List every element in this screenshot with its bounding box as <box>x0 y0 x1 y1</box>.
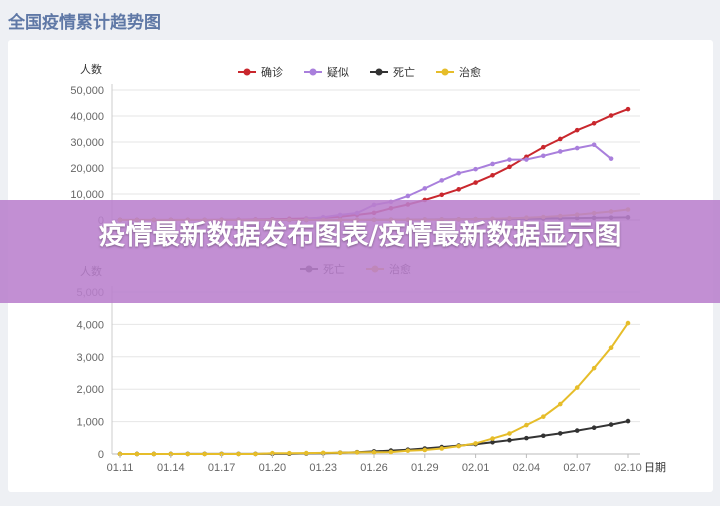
data-point <box>422 447 428 453</box>
y-tick-label: 4,000 <box>76 319 104 331</box>
legend-swatch-dot <box>309 68 317 76</box>
headline-banner <box>0 200 720 303</box>
x-tick-label: 02.04 <box>513 462 541 474</box>
data-point <box>456 443 461 449</box>
data-point <box>473 441 478 446</box>
data-point <box>557 136 563 142</box>
data-point <box>456 187 461 192</box>
y-tick-label: 10,000 <box>70 189 104 201</box>
data-point <box>236 451 241 457</box>
y-axis-label: 人数 <box>80 63 102 76</box>
data-point <box>151 451 157 457</box>
data-point <box>473 180 478 185</box>
y-tick-label: 50,000 <box>70 85 104 97</box>
y-tick-label: 20,000 <box>70 163 104 175</box>
x-tick-label: 01.26 <box>360 462 388 474</box>
data-point <box>388 449 394 455</box>
data-point <box>541 144 546 150</box>
data-point <box>490 440 495 445</box>
legend-label: 疑似 <box>327 66 349 79</box>
data-point <box>541 153 546 159</box>
legend-label: 确诊 <box>261 65 283 79</box>
y-tick-label: 2,000 <box>76 384 104 396</box>
x-tick-label: 02.10 <box>614 462 642 474</box>
data-point <box>490 436 495 441</box>
x-tick-label: 01.23 <box>309 462 337 474</box>
data-point <box>456 170 461 176</box>
legend-swatch-dot <box>243 68 251 76</box>
data-point <box>185 451 191 457</box>
data-point <box>574 145 580 151</box>
data-point <box>608 156 614 161</box>
legend-label: 治愈 <box>459 65 481 79</box>
x-tick-label: 02.07 <box>563 462 591 474</box>
data-point <box>490 172 495 178</box>
data-point <box>422 186 428 191</box>
data-point <box>557 401 563 407</box>
x-axis-label: 日期 <box>644 461 666 474</box>
data-point <box>574 127 580 133</box>
data-point <box>270 450 275 456</box>
data-point <box>574 385 580 390</box>
data-point <box>337 450 343 456</box>
x-tick-label: 01.14 <box>157 462 185 474</box>
data-point <box>591 365 597 371</box>
legend-label: 死亡 <box>393 65 415 79</box>
data-point <box>507 431 512 436</box>
x-tick-label: 02.01 <box>462 462 490 474</box>
data-point <box>202 451 207 457</box>
data-point <box>625 106 631 112</box>
data-point <box>524 157 529 162</box>
data-point <box>591 142 597 148</box>
data-point <box>608 345 614 350</box>
data-point <box>439 178 445 183</box>
data-point <box>541 433 546 439</box>
y-tick-label: 1,000 <box>76 417 104 429</box>
data-point <box>557 431 563 436</box>
x-tick-label: 01.20 <box>259 462 287 474</box>
data-point <box>524 435 529 441</box>
data-point <box>574 428 580 433</box>
data-point <box>320 450 326 456</box>
x-tick-label: 01.11 <box>107 462 134 474</box>
data-point <box>591 425 597 431</box>
data-point <box>303 450 309 456</box>
data-point <box>507 164 512 170</box>
x-tick-label: 01.29 <box>411 462 439 474</box>
y-tick-label: 0 <box>98 449 104 461</box>
data-point <box>439 192 445 198</box>
data-point <box>473 166 478 172</box>
data-point <box>625 418 631 424</box>
data-point <box>541 414 546 419</box>
y-tick-label: 3,000 <box>76 352 104 364</box>
data-point <box>439 446 445 451</box>
y-tick-label: 30,000 <box>70 137 104 149</box>
data-point <box>371 450 377 455</box>
data-point <box>608 113 614 118</box>
data-point <box>354 450 360 455</box>
data-point <box>557 149 563 154</box>
legend-swatch-dot <box>375 68 383 76</box>
data-point <box>253 451 258 457</box>
data-point <box>507 157 512 162</box>
legend-swatch-dot <box>441 68 449 76</box>
data-point <box>287 450 292 456</box>
data-point <box>134 451 140 457</box>
data-point <box>405 448 411 453</box>
page-title: 全国疫情累计趋势图 <box>8 13 161 33</box>
x-tick-label: 01.17 <box>208 462 236 474</box>
series-line <box>120 420 629 455</box>
headline-text: 疫情最新数据发布图表/疫情最新数据显示图 <box>98 220 622 251</box>
data-point <box>625 320 631 326</box>
data-point <box>608 422 614 427</box>
data-point <box>507 437 512 443</box>
y-tick-label: 40,000 <box>70 111 104 123</box>
data-point <box>591 120 597 126</box>
data-point <box>405 193 411 199</box>
data-point <box>524 422 529 428</box>
data-point <box>490 161 495 167</box>
